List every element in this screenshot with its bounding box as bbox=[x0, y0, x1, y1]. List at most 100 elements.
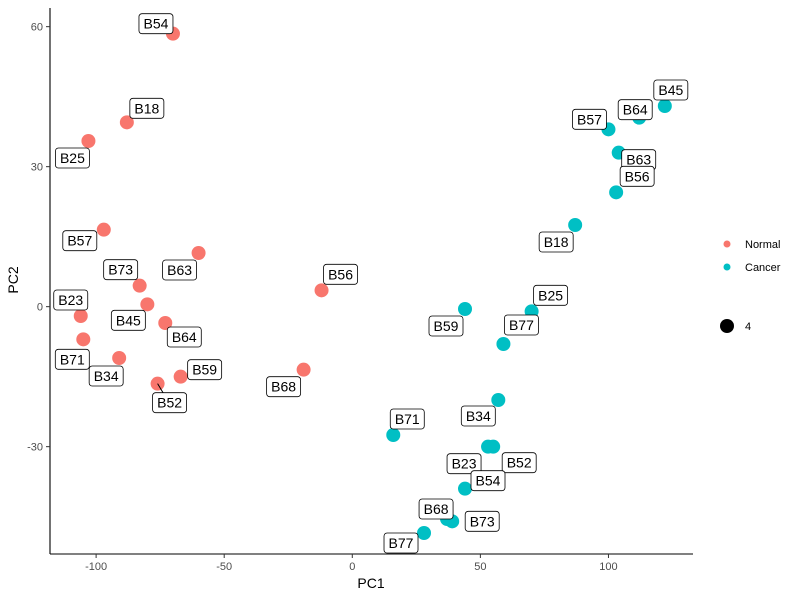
data-point-normal bbox=[173, 369, 188, 384]
point-label-text: B63 bbox=[167, 262, 192, 278]
y-tick-label: 30 bbox=[31, 162, 43, 174]
point-label-text: B23 bbox=[452, 456, 477, 472]
point-label-box bbox=[533, 284, 569, 306]
point-label-box bbox=[460, 405, 496, 427]
point-label-box bbox=[389, 408, 425, 430]
x-tick-label: 0 bbox=[349, 561, 355, 573]
point-label-text: B25 bbox=[60, 150, 85, 166]
point-label-box bbox=[504, 314, 539, 336]
legend-label-cancer: Cancer bbox=[745, 262, 781, 274]
point-label-text: B56 bbox=[328, 266, 353, 282]
point-label-text: B54 bbox=[144, 16, 169, 32]
y-tick-label: -30 bbox=[27, 442, 43, 454]
point-label-box bbox=[619, 165, 655, 187]
y-tick-label: 0 bbox=[37, 302, 43, 314]
point-label-text: B18 bbox=[134, 100, 159, 116]
point-label-box bbox=[162, 259, 197, 281]
point-label-box bbox=[54, 348, 90, 370]
x-tick-label: 50 bbox=[474, 561, 486, 573]
data-point-normal bbox=[140, 297, 155, 312]
size-legend-key bbox=[720, 319, 734, 333]
data-point-cancer bbox=[458, 481, 473, 496]
point-label-box bbox=[138, 13, 174, 35]
data-point-normal bbox=[112, 351, 127, 365]
point-label-box bbox=[55, 147, 90, 169]
point-label-text: B77 bbox=[509, 317, 534, 333]
legend-key-cancer bbox=[723, 263, 731, 271]
point-label-text: B23 bbox=[58, 292, 83, 308]
data-point-normal bbox=[119, 115, 134, 130]
point-label-box bbox=[187, 359, 223, 381]
point-label: B52 bbox=[152, 392, 187, 414]
point-label: B68 bbox=[266, 376, 302, 398]
point-label-box bbox=[152, 392, 187, 414]
point-label: B56 bbox=[323, 263, 358, 285]
legend-key-normal bbox=[723, 240, 731, 248]
point-label-text: B25 bbox=[538, 287, 563, 303]
point-label: B71 bbox=[389, 408, 425, 430]
point-label-text: B52 bbox=[507, 455, 532, 471]
point-label-text: B59 bbox=[192, 362, 217, 378]
data-point-cancer bbox=[386, 428, 401, 442]
point-label-box bbox=[88, 365, 124, 387]
point-label: B73 bbox=[464, 510, 500, 532]
point-label: B52 bbox=[501, 452, 537, 474]
point-label: B23 bbox=[53, 289, 89, 311]
point-label-text: B64 bbox=[172, 329, 197, 345]
point-label: B25 bbox=[533, 284, 569, 306]
point-label: B59 bbox=[428, 315, 464, 337]
point-label-text: B73 bbox=[108, 262, 133, 278]
point-label: B59 bbox=[187, 359, 223, 381]
point-label-text: B68 bbox=[271, 379, 296, 395]
point-label-box bbox=[266, 376, 302, 398]
point-label-box bbox=[418, 498, 454, 520]
point-label: B68 bbox=[418, 498, 454, 520]
point-label-text: B34 bbox=[466, 408, 491, 424]
data-point-cancer bbox=[568, 218, 583, 232]
point-label: B63 bbox=[621, 149, 657, 171]
point-label: B54 bbox=[470, 470, 506, 492]
point-label: B57 bbox=[62, 230, 98, 252]
point-label-text: B45 bbox=[658, 82, 683, 98]
data-point-normal bbox=[76, 332, 91, 347]
point-label-text: B56 bbox=[625, 168, 650, 184]
point-label: B77 bbox=[504, 314, 539, 336]
point-label-box bbox=[428, 315, 464, 337]
point-label-box bbox=[166, 326, 202, 348]
point-label-text: B34 bbox=[94, 368, 119, 384]
data-point-normal bbox=[296, 362, 311, 377]
data-point-normal bbox=[314, 283, 329, 298]
label-leader-line bbox=[157, 383, 165, 394]
point-label-text: B52 bbox=[157, 395, 182, 411]
point-label: B45 bbox=[110, 309, 146, 331]
point-label: B34 bbox=[88, 365, 124, 387]
point-label-text: B45 bbox=[116, 312, 141, 328]
point-label-box bbox=[501, 452, 537, 474]
point-label: B45 bbox=[653, 79, 689, 101]
point-label-box bbox=[470, 470, 506, 492]
x-tick-label: -100 bbox=[85, 561, 107, 573]
point-label: B64 bbox=[166, 326, 202, 348]
point-label-box bbox=[383, 532, 419, 554]
x-axis-title: PC1 bbox=[357, 575, 384, 591]
legend: Normal Cancer 4 bbox=[720, 239, 781, 333]
point-label: B34 bbox=[460, 405, 496, 427]
point-label-text: B77 bbox=[389, 535, 414, 551]
y-axis-title: PC2 bbox=[5, 266, 21, 293]
point-label-text: B71 bbox=[395, 411, 420, 427]
point-label-text: B57 bbox=[577, 111, 602, 127]
point-label: B73 bbox=[103, 259, 139, 281]
point-label-box bbox=[653, 79, 689, 101]
point-label-box bbox=[464, 510, 500, 532]
point-label: B57 bbox=[572, 108, 607, 130]
data-point-cancer bbox=[609, 185, 624, 200]
point-label-box bbox=[572, 108, 607, 130]
point-label: B25 bbox=[55, 147, 90, 169]
data-point-normal bbox=[132, 278, 147, 293]
point-label-box bbox=[103, 259, 139, 281]
point-label-box bbox=[110, 309, 146, 331]
data-point-normal bbox=[158, 316, 173, 330]
point-label-text: B59 bbox=[434, 318, 459, 334]
size-legend-label: 4 bbox=[745, 321, 751, 333]
point-label-text: B73 bbox=[470, 513, 495, 529]
